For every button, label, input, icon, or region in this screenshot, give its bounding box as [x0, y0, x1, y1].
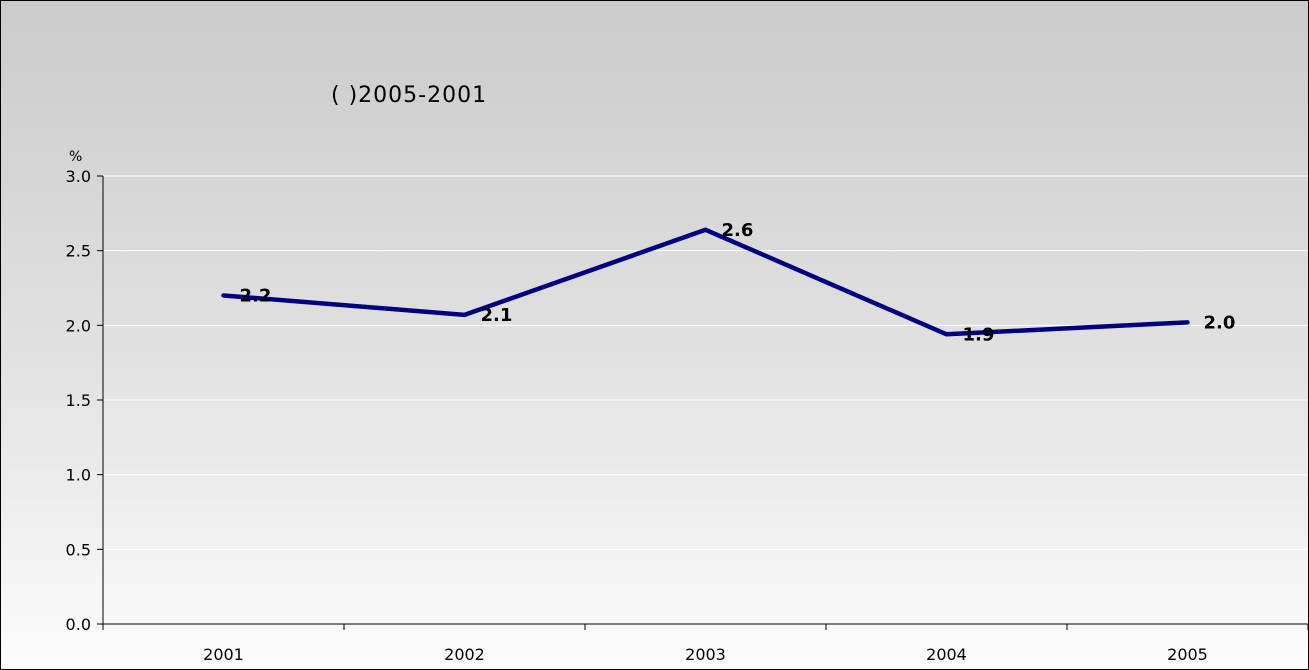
x-tick-label: 2003 [685, 645, 726, 664]
data-label: 2.0 [1204, 312, 1236, 333]
series-line [221, 227, 1190, 337]
x-tick-label: 2002 [444, 645, 485, 664]
y-tick-label: 0.0 [66, 615, 91, 634]
y-tick-label: 0.5 [66, 540, 91, 559]
data-label: 2.6 [722, 220, 754, 241]
data-labels: 2.2 2.1 2.6 1.9 2.0 [240, 220, 1236, 346]
y-tick-label: 2.5 [66, 242, 91, 261]
y-tick-label: 2.0 [66, 316, 91, 335]
chart-title: ( )2005-2001 [331, 83, 488, 108]
data-label: 2.1 [481, 305, 513, 326]
x-tick-label: 2005 [1167, 645, 1208, 664]
x-tick-label: 2001 [203, 645, 244, 664]
series-layer [221, 227, 1190, 337]
y-tick-label: 1.0 [66, 466, 91, 485]
axes: 0.0 0.5 1.0 1.5 2.0 2.5 3.0 2001 2002 2003 2004 200… [66, 167, 1308, 664]
data-label: 2.2 [240, 285, 272, 306]
data-label: 1.9 [963, 324, 995, 345]
y-tick-label: 1.5 [66, 391, 91, 410]
y-tick-label: 3.0 [66, 167, 91, 186]
x-tick-label: 2004 [926, 645, 967, 664]
y-axis-unit: % [69, 149, 83, 165]
